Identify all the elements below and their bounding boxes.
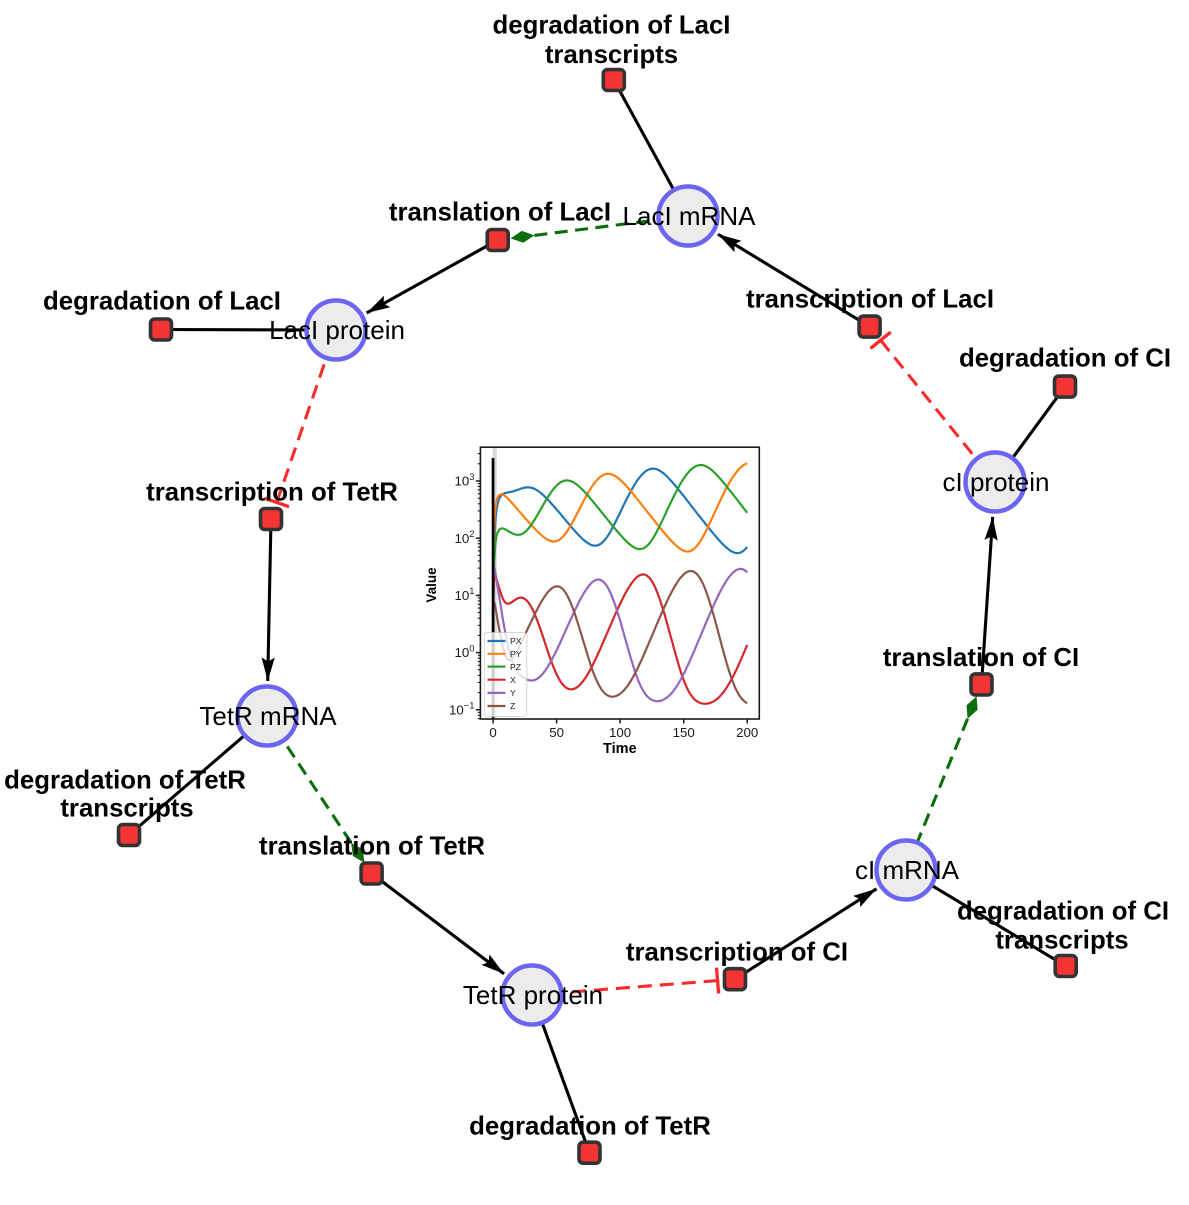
svg-text:translation of LacI: translation of LacI [389, 199, 611, 227]
svg-text:50: 50 [549, 725, 564, 740]
svg-text:TetR mRNA: TetR mRNA [199, 701, 337, 731]
svg-text:transcripts: transcripts [545, 41, 678, 69]
svg-text:LacI protein: LacI protein [269, 315, 405, 345]
svg-text:Z: Z [510, 701, 516, 711]
svg-text:degradation of LacI: degradation of LacI [493, 12, 731, 40]
svg-text:LacI mRNA: LacI mRNA [623, 201, 757, 231]
svg-text:translation of TetR: translation of TetR [259, 833, 485, 861]
svg-text:degradation of LacI: degradation of LacI [43, 288, 281, 316]
svg-text:cI protein: cI protein [943, 467, 1050, 497]
svg-text:Y: Y [510, 688, 516, 698]
svg-text:degradation of CI: degradation of CI [957, 898, 1169, 926]
svg-text:transcription of LacI: transcription of LacI [746, 286, 994, 314]
svg-text:150: 150 [673, 725, 695, 740]
svg-text:transcription of CI: transcription of CI [626, 939, 848, 967]
svg-text:100: 100 [609, 725, 631, 740]
svg-text:0: 0 [489, 725, 496, 740]
svg-text:cI mRNA: cI mRNA [855, 855, 960, 885]
svg-text:translation of CI: translation of CI [883, 644, 1079, 672]
svg-text:degradation of TetR: degradation of TetR [4, 767, 246, 795]
svg-text:transcription of TetR: transcription of TetR [146, 479, 398, 507]
svg-text:TetR protein: TetR protein [463, 980, 603, 1010]
svg-text:200: 200 [736, 725, 758, 740]
svg-text:X: X [510, 675, 516, 685]
svg-text:PY: PY [510, 649, 522, 659]
svg-text:degradation of CI: degradation of CI [959, 345, 1171, 373]
svg-text:PX: PX [510, 636, 522, 646]
svg-text:transcripts: transcripts [60, 795, 193, 823]
svg-text:degradation of TetR: degradation of TetR [469, 1113, 711, 1141]
svg-text:Time: Time [603, 741, 637, 757]
svg-text:transcripts: transcripts [995, 927, 1128, 955]
svg-text:Value: Value [424, 567, 439, 603]
svg-text:PZ: PZ [510, 662, 522, 672]
